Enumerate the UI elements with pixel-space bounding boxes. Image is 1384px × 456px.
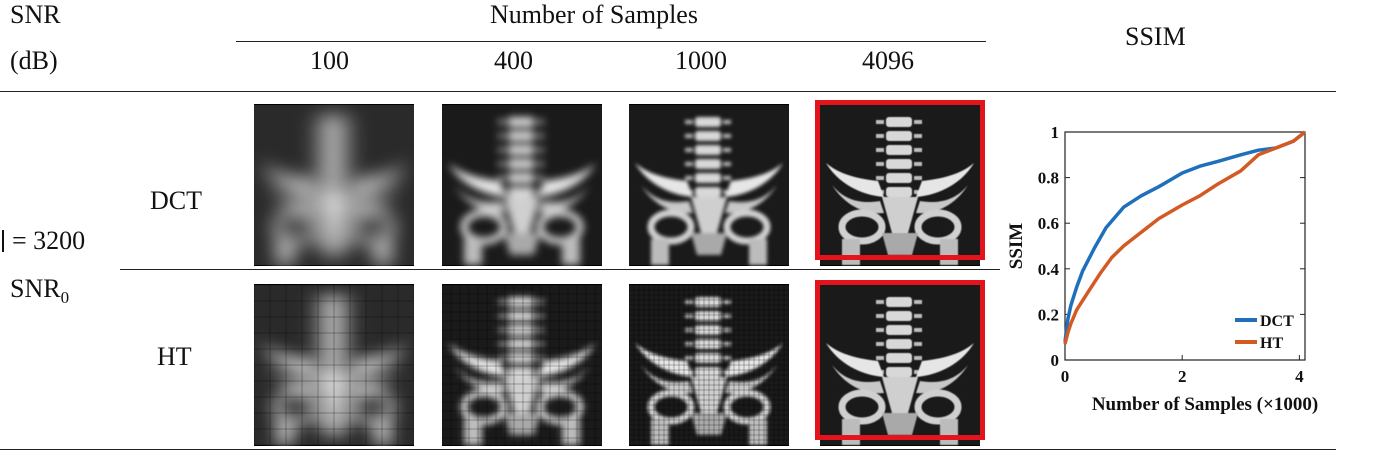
recon-dct-4096 [820,104,980,266]
y-tick-label: 0.4 [1038,260,1060,279]
col-header-4096: 4096 [862,46,914,75]
recon-dct-100 [254,104,414,266]
snr-unit: (dB) [10,46,58,75]
x-tick-label: 0 [1061,367,1070,386]
condition-bar [2,230,4,252]
legend-label-dct: DCT [1260,313,1294,330]
recon-dct-1000 [629,104,789,266]
header-rule [0,91,1336,93]
x-tick-label: 4 [1295,367,1304,386]
row-divider [120,269,1000,271]
condition-value: = 3200 [12,226,86,255]
snr0-text: SNR [10,274,61,303]
row-label-ht: HT [157,342,192,371]
x-axis-label: Number of Samples (×1000) [1092,394,1318,415]
ssim-header: SSIM [1125,22,1186,51]
condition-label: = 3200 [2,228,85,254]
col-header-400: 400 [494,46,533,75]
recon-ht-4096 [820,284,980,446]
plot-frame [1064,131,1306,361]
ssim-chart: 0 0.2 0.4 0.6 0.8 1 0 2 4 DCT HT Number of Samples … [1006,123,1318,415]
group-underline [236,41,986,43]
y-tick-label: 1 [1051,123,1060,142]
series-line-ht [1063,130,1307,345]
y-axis-label: SSIM [1006,223,1027,270]
highlight-box-dct [815,100,985,260]
recon-dct-400 [442,104,602,266]
y-tick-label: 0 [1051,351,1060,370]
snr0-subscript: 0 [60,288,70,308]
y-tick-label: 0.2 [1038,305,1059,324]
snr0-label: SNR0 [10,274,70,308]
bottom-rule [0,449,1336,451]
x-tick-label: 2 [1178,367,1187,386]
samples-group-header: Number of Samples [490,0,698,29]
recon-ht-400 [442,284,602,446]
highlight-box-ht [815,280,985,440]
y-tick-label: 0.8 [1038,169,1059,188]
series-line-dct [1063,130,1307,343]
snr-header: SNR [10,0,61,29]
recon-ht-100 [254,284,414,446]
y-tick-label: 0.6 [1038,214,1059,233]
col-header-100: 100 [310,46,349,75]
legend-label-ht: HT [1260,335,1283,352]
row-label-dct: DCT [150,186,202,215]
recon-ht-1000 [629,284,789,446]
col-header-1000: 1000 [675,46,727,75]
